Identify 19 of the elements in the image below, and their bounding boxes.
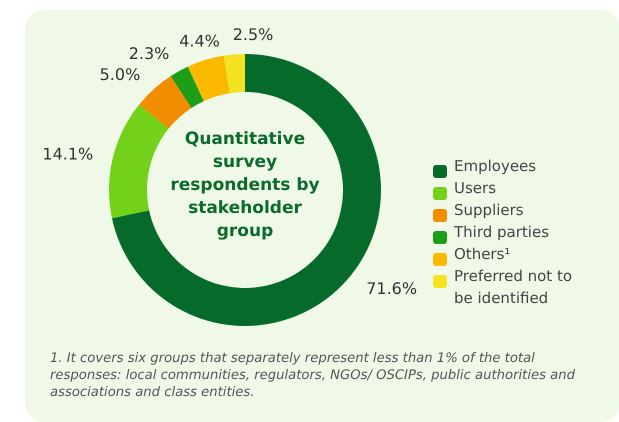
legend-label: Preferred not to be identified: [454, 267, 572, 307]
legend-label: Third parties: [453, 223, 550, 241]
data-label: 2.3%: [128, 44, 170, 64]
legend-label: Employees: [454, 157, 536, 175]
donut-slice: [188, 56, 230, 102]
text: Quantitative survey respondents by stakeholder group: [170, 129, 320, 241]
legend-label: Users: [454, 179, 496, 197]
data-label: 4.4%: [179, 31, 220, 50]
legend-label: Others¹: [454, 245, 510, 263]
donut-slice: [170, 66, 204, 108]
data-label: 2.5%: [232, 25, 274, 44]
legend-label: Suppliers: [454, 201, 524, 219]
data-label: 5.0%: [100, 64, 140, 84]
text: 1. It covers six groups that separately represent less than 1% of the total responses: local communities, regulators, NGOs/ OSCIPs, public authorities and associations and class entities.: [50, 351, 576, 400]
donut-slice: [139, 76, 192, 129]
data-label: 14.1%: [42, 144, 94, 164]
donut-slice: [109, 104, 169, 218]
donut-slice: [224, 54, 245, 94]
data-label: 71.6%: [366, 278, 418, 298]
